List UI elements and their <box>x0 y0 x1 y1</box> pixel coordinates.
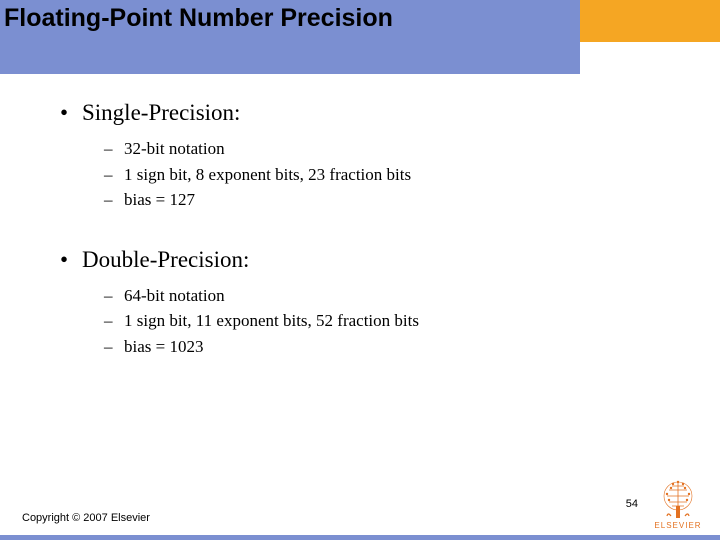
list-item: bias = 1023 <box>104 334 680 360</box>
bottom-blue-line <box>0 535 720 540</box>
page-number: 54 <box>626 498 638 510</box>
sub-list: 64-bit notation 1 sign bit, 11 exponent … <box>104 283 680 360</box>
content-area: Single-Precision: 32-bit notation 1 sign… <box>60 100 680 393</box>
list-item: 32-bit notation <box>104 136 680 162</box>
section-heading: Single-Precision: <box>60 100 680 126</box>
orange-header-bar <box>580 0 720 42</box>
copyright-footer: Copyright © 2007 Elsevier <box>22 512 150 524</box>
section-heading: Double-Precision: <box>60 247 680 273</box>
list-item: 1 sign bit, 11 exponent bits, 52 fractio… <box>104 308 680 334</box>
list-item: 64-bit notation <box>104 283 680 309</box>
list-item: bias = 127 <box>104 187 680 213</box>
slide-title: Floating-Point Number Precision <box>4 4 393 33</box>
header-bar: Floating-Point Number Precision <box>0 0 720 74</box>
elsevier-tree-icon <box>657 478 699 520</box>
elsevier-logo-text: ELSEVIER <box>654 521 701 530</box>
sub-list: 32-bit notation 1 sign bit, 8 exponent b… <box>104 136 680 213</box>
elsevier-logo: ELSEVIER <box>648 470 708 530</box>
list-item: 1 sign bit, 8 exponent bits, 23 fraction… <box>104 162 680 188</box>
